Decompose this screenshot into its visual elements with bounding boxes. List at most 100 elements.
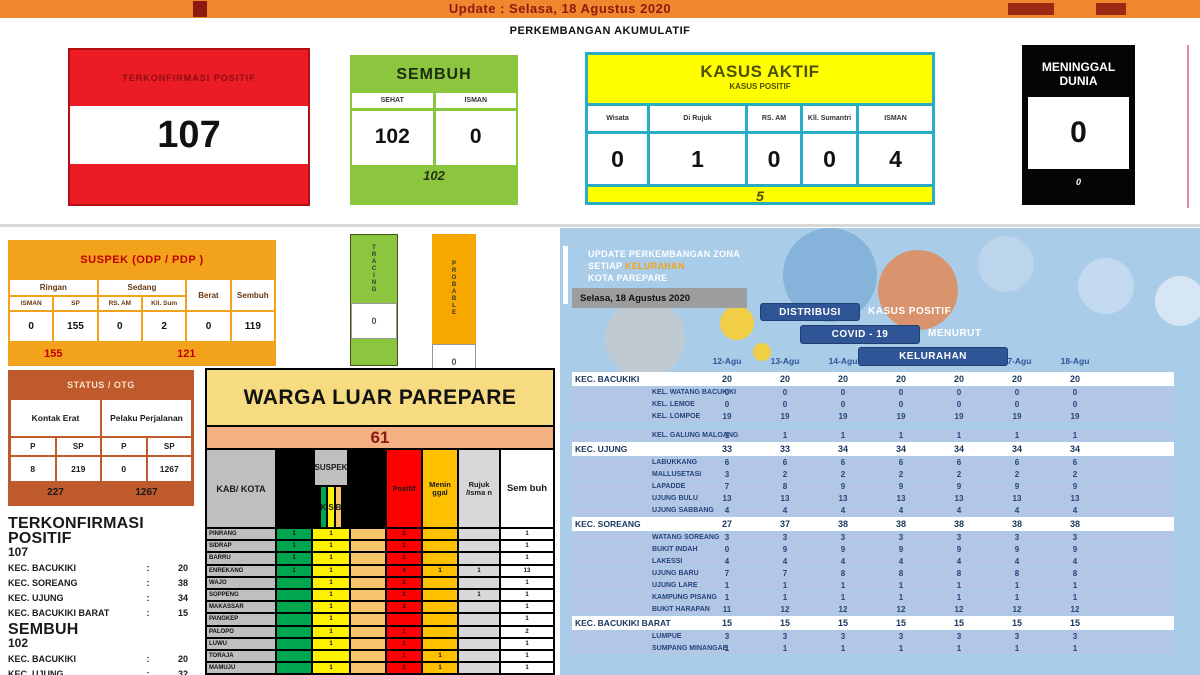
banner-decoration [1008, 3, 1054, 15]
warga-cell [351, 614, 385, 625]
list-item: KEC. UJUNG: 32 [8, 669, 203, 675]
daily-count: 1 [782, 581, 788, 590]
col-header: ISMAN [435, 93, 516, 108]
aktif-total: 5 [588, 184, 932, 205]
daily-count: 0 [1014, 400, 1020, 409]
warga-row: SOPPENG 1 2 1 1 [207, 589, 553, 601]
daily-count: 0 [724, 400, 730, 409]
kecamatan-label: KEC. BACUKIKI [8, 654, 77, 664]
panel-heading: UPDATE PERKEMBANGAN ZONA SETIAP KELURAHA… [588, 248, 740, 284]
update-text: Update : Selasa, 18 Agustus 2020 [448, 1, 672, 16]
warga-row: MAKASSAR 1 3 1 [207, 602, 553, 613]
col-header: RS. AM [98, 297, 141, 310]
daily-count: 9 [898, 545, 904, 554]
warga-cell: 4 [387, 565, 421, 576]
warga-cell [459, 614, 499, 625]
suspek-value: 2 [142, 312, 186, 341]
daily-count: 1 [898, 644, 904, 653]
warga-cell [351, 589, 385, 601]
warga-cell: 1 [501, 638, 553, 649]
daily-count: 1 [840, 581, 846, 590]
warga-cell [277, 577, 311, 588]
daily-count: 1 [898, 581, 904, 590]
daily-count: 38 [837, 519, 848, 529]
pill-covid19: COVID - 19 [800, 325, 920, 344]
daily-count: 34 [953, 444, 964, 454]
daily-count: 1 [1072, 581, 1078, 590]
col-header: Wisata [588, 106, 650, 131]
kelurahan-row: UJUNG SABBANG 4 4 4 4 4 4 4 [572, 505, 1174, 516]
daily-count: 4 [840, 506, 846, 515]
warga-cell [459, 602, 499, 613]
kab-kota-label: LUWU [207, 638, 275, 649]
warga-cell: 1 [501, 577, 553, 588]
daily-count: 1 [956, 593, 962, 602]
row-label: KEC. SOREANG [575, 519, 641, 529]
kab-kota-label: SIDRAP [207, 541, 275, 552]
warga-header-row: KAB/ KOTA SUSPEK K S B Positif Menin gga… [207, 450, 553, 527]
kab-kota-label: MAMUJU [207, 663, 275, 674]
card-kasus-aktif: KASUS AKTIF KASUS POSITIF Wisata Di Ruju… [585, 52, 935, 205]
warga-cell: 1 [501, 663, 553, 674]
kelurahan-row: UJUNG BARU 7 7 8 8 8 8 8 [572, 568, 1174, 579]
terkonfirmasi-rows: KEC. BACUKIKI: 20 KEC. SOREANG: 38 KEC. UJUN… [8, 563, 203, 618]
kab-kota-label: ENREKANG [207, 565, 275, 576]
daily-count: 19 [1070, 412, 1080, 421]
daily-count: 1 [1014, 644, 1020, 653]
warga-cell [277, 626, 311, 637]
panel-date-box: Selasa, 18 Agustus 2020 [572, 288, 747, 308]
daily-count: 20 [837, 374, 848, 384]
warga-cell [459, 626, 499, 637]
warga-cell [459, 529, 499, 540]
daily-count: 0 [782, 400, 788, 409]
warga-cell: 1 [459, 565, 499, 576]
daily-count: 1 [1014, 593, 1020, 602]
warga-cell: 1 [501, 553, 553, 564]
kecamatan-row: KEC. SOREANG 27 37 38 38 38 38 38 [572, 517, 1174, 531]
suspek-value: 0 [98, 312, 141, 341]
kelurahan-row: UJUNG BULU 13 13 13 13 13 13 13 [572, 493, 1174, 504]
daily-count: 27 [721, 519, 732, 529]
card-subtitle: KASUS POSITIF [729, 82, 791, 91]
list-item: KEC. BACUKIKI BARAT: 15 [8, 608, 203, 618]
card-meninggal: MENINGGAL DUNIA 0 0 [1022, 45, 1135, 205]
kelurahan-table: 12-Agu 13-Agu 14-Agu 15-Agu 16-Agu 17-Agu 18-A… [572, 356, 1174, 654]
status-otg-table: STATUS / OTG Kontak Erat Pelaku Perjalan… [8, 370, 194, 506]
date-col-header: 14-Agu [828, 356, 858, 366]
warga-cell [277, 638, 311, 649]
warga-title: WARGA LUAR PAREPARE [207, 370, 553, 425]
terkonfirmasi-list: TERKONFIRMASI POSITIF 107 KEC. BACUKIKI:… [8, 516, 203, 623]
warga-cell [351, 626, 385, 637]
warga-cell: 3 [387, 602, 421, 613]
otg-value: 8 [11, 457, 55, 481]
daily-count: 4 [956, 506, 962, 515]
warga-cell [423, 541, 457, 552]
warga-row: SIDRAP 1 1 2 1 [207, 541, 553, 552]
section-title: PERKEMBANGAN AKUMULATIF [0, 18, 1200, 44]
date-col-header: 12-Agu [712, 356, 742, 366]
kab-kota-label: MAKASSAR [207, 602, 275, 613]
warga-cell [351, 638, 385, 649]
daily-count: 0 [724, 388, 730, 397]
suspek-group-label: SUSPEK [314, 450, 348, 487]
warga-cell [459, 541, 499, 552]
col-header: Di Rujuk [650, 106, 748, 131]
daily-count: 20 [953, 374, 964, 384]
warga-cell [351, 541, 385, 552]
pill-distribusi: DISTRIBUSI [760, 303, 860, 321]
warga-cell [277, 589, 311, 601]
daily-count: 19 [780, 412, 790, 421]
daily-count: 33 [721, 444, 732, 454]
warga-cell: 1 [501, 589, 553, 601]
warga-cell [277, 614, 311, 625]
warga-cell: 1 [313, 626, 349, 637]
warga-cell: 1 [501, 602, 553, 613]
otg-value: 0 [102, 457, 146, 481]
daily-count: 3 [1014, 533, 1020, 542]
daily-count: 12 [838, 605, 848, 614]
warga-cell: 1 [423, 565, 457, 576]
kecamatan-count: 34 [177, 593, 188, 603]
suspek-value: 119 [231, 312, 274, 341]
warga-cell: 2 [387, 663, 421, 674]
row-label: KEL. GALUNG MALOANG [652, 432, 739, 439]
